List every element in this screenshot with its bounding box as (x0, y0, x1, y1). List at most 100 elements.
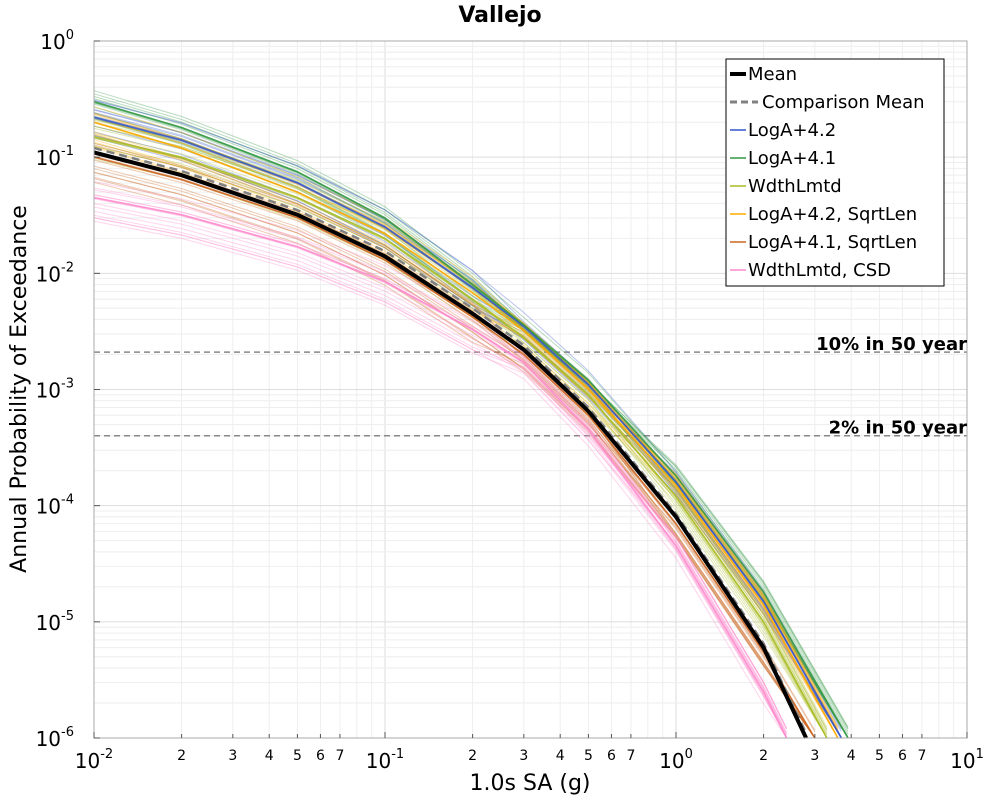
x-tick-base: 10 (366, 749, 391, 773)
branch-curve (93, 217, 788, 730)
y-tick-exponent: -3 (61, 377, 74, 392)
branch-curve (93, 98, 849, 739)
branch-curve (93, 125, 828, 739)
chart-title: Vallejo (458, 3, 541, 28)
x-tick-exponent: 1 (976, 747, 984, 762)
series-line-loga-4-2-sqrtlen (93, 121, 839, 739)
x-minor-tick-label: 7 (626, 748, 635, 764)
branch-curve (93, 142, 828, 739)
x-minor-tick-label: 3 (228, 748, 237, 764)
branch-curve (93, 220, 788, 736)
branch-curve (93, 150, 816, 739)
y-major-tick-label: 100 (40, 28, 74, 54)
x-minor-tick-label: 5 (293, 748, 302, 764)
x-minor-tick-label: 6 (898, 748, 907, 764)
x-minor-tick-label: 6 (607, 748, 616, 764)
legend-label: LogA+4.1, SqrtLen (748, 232, 917, 253)
branch-curve (93, 214, 788, 730)
x-major-tick-label: 100 (659, 747, 693, 773)
legend-label: WdthLmtd, CSD (748, 260, 891, 281)
legend-label: Mean (748, 64, 797, 85)
legend-label: LogA+4.1 (748, 148, 836, 169)
y-major-tick-label: 10-5 (36, 609, 74, 635)
x-minor-tick-label: 2 (468, 748, 477, 764)
reference-line-label: 10% in 50 year (816, 334, 967, 355)
legend-label: LogA+4.2 (748, 120, 836, 141)
branch-curve (93, 206, 788, 739)
y-major-tick-label: 10-2 (36, 260, 74, 286)
branch-curve (93, 90, 849, 735)
branch-curve (93, 108, 842, 739)
branch-curve (93, 134, 839, 739)
branch-curve (93, 178, 816, 739)
series-line-wdthlmtd-csd (93, 196, 788, 739)
branch-curve (93, 203, 788, 729)
y-tick-base: 10 (40, 30, 65, 54)
branch-curve (93, 117, 839, 739)
branch-curve (93, 217, 788, 739)
y-tick-base: 10 (36, 495, 61, 519)
branch-curve (93, 135, 842, 739)
branch-curve (93, 171, 816, 739)
y-tick-base: 10 (36, 146, 61, 170)
y-tick-exponent: -6 (61, 725, 74, 740)
x-minor-tick-label: 7 (917, 748, 926, 764)
branch-curve (93, 194, 788, 739)
legend-box (725, 58, 945, 287)
x-major-tick-label: 10-1 (366, 747, 404, 773)
y-tick-base: 10 (36, 379, 61, 403)
x-tick-exponent: -1 (391, 747, 404, 762)
x-minor-tick-label: 5 (584, 748, 593, 764)
series-line-loga-4-1 (93, 100, 849, 739)
y-tick-base: 10 (36, 611, 61, 635)
reference-line-label: 2% in 50 year (829, 418, 967, 439)
y-tick-exponent: -1 (61, 144, 74, 159)
series-line-wdthlmtd (93, 135, 828, 739)
x-axis-label: 1.0s SA (g) (470, 771, 591, 796)
branch-curve (93, 106, 849, 739)
x-tick-exponent: -2 (100, 747, 113, 762)
branch-curve (93, 106, 839, 739)
branch-curve (93, 210, 788, 739)
x-minor-tick-label: 2 (177, 748, 186, 764)
x-minor-tick-label: 4 (556, 748, 565, 764)
series-layer (93, 90, 849, 739)
x-minor-tick-label: 4 (265, 748, 274, 764)
y-tick-base: 10 (36, 262, 61, 286)
branch-curve (93, 176, 816, 739)
x-minor-tick-label: 5 (875, 748, 884, 764)
x-tick-base: 10 (950, 749, 975, 773)
branch-curve (93, 95, 849, 739)
y-tick-exponent: -5 (61, 609, 74, 624)
x-tick-base: 10 (659, 749, 684, 773)
branch-curve (93, 155, 816, 739)
legend: Mean Comparison Mean LogA+4.2 LogA+4.1 WdthL… (725, 58, 945, 287)
legend-label: Comparison Mean (762, 92, 925, 113)
branch-curve (93, 198, 788, 739)
y-major-tick-label: 10-3 (36, 377, 74, 403)
branch-curve (93, 187, 788, 735)
x-minor-tick-label: 4 (847, 748, 856, 764)
branch-curve (93, 159, 816, 739)
y-tick-exponent: -2 (61, 260, 74, 275)
branch-curve (93, 134, 842, 739)
x-minor-tick-label: 7 (335, 748, 344, 764)
branch-curve (93, 93, 849, 739)
y-major-tick-label: 10-6 (36, 725, 74, 751)
y-major-tick-label: 10-1 (36, 144, 74, 170)
x-tick-base: 10 (75, 749, 100, 773)
x-minor-tick-label: 2 (759, 748, 768, 764)
branch-curve (93, 171, 816, 739)
y-major-tick-label: 10-4 (36, 493, 74, 519)
branch-curve (93, 139, 839, 732)
series-line-loga-4-2 (93, 116, 842, 739)
branch-curve (93, 125, 828, 735)
branch-curve (93, 99, 842, 739)
x-tick-exponent: 0 (685, 747, 693, 762)
branch-curve (93, 117, 849, 732)
branch-curve (93, 131, 842, 739)
branch-curve (93, 100, 842, 728)
